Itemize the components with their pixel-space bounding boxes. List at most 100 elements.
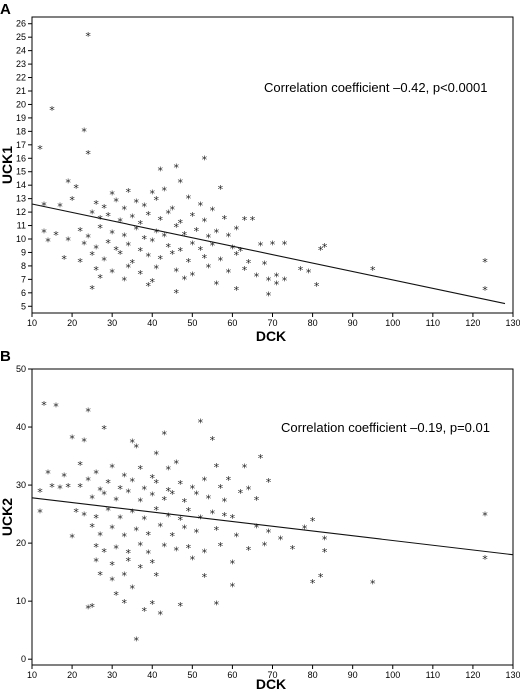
y-tick-label: 10 [16, 234, 26, 244]
data-point: * [210, 205, 216, 218]
data-point: * [370, 578, 376, 591]
x-tick-label: 130 [505, 670, 520, 680]
data-point: * [206, 261, 212, 274]
data-point: * [182, 523, 188, 536]
data-point: * [37, 506, 43, 519]
data-point: * [274, 271, 280, 284]
data-point: * [105, 210, 111, 223]
y-tick-label: 12 [16, 207, 26, 217]
data-point: * [101, 488, 107, 501]
data-point: * [198, 513, 204, 526]
data-point: * [170, 203, 176, 216]
data-point: * [93, 512, 99, 525]
data-point: * [73, 506, 79, 519]
data-point: * [174, 545, 180, 558]
data-point: * [198, 244, 204, 257]
data-point: * [186, 505, 192, 518]
data-point: * [93, 198, 99, 211]
data-point: * [41, 226, 47, 239]
y-tick-label: 13 [16, 194, 26, 204]
y-tick-label: 0 [21, 654, 26, 664]
data-point: * [137, 218, 143, 231]
data-point: * [117, 483, 123, 496]
data-point: * [85, 232, 91, 245]
data-point: * [178, 245, 184, 258]
data-point: * [97, 530, 103, 543]
data-point: * [77, 256, 83, 269]
data-point: * [222, 510, 228, 523]
data-point: * [274, 279, 280, 292]
data-point: * [230, 242, 236, 255]
data-point: * [89, 601, 95, 614]
data-point: * [45, 236, 51, 249]
data-point: * [194, 527, 200, 540]
data-point: * [65, 234, 71, 247]
data-point: * [194, 225, 200, 238]
data-point: * [41, 199, 47, 212]
data-point: * [322, 241, 328, 254]
data-point: * [129, 211, 135, 224]
data-point: * [238, 487, 244, 500]
data-point: * [158, 214, 164, 227]
data-point: * [166, 207, 172, 220]
data-point: * [290, 543, 296, 556]
data-point: * [125, 547, 131, 560]
data-point: * [97, 484, 103, 497]
data-point: * [214, 279, 220, 292]
data-point: * [113, 195, 119, 208]
data-point: * [81, 238, 87, 251]
data-point: * [242, 264, 248, 277]
data-point: * [178, 176, 184, 189]
data-point: * [226, 267, 232, 280]
x-tick-label: 60 [227, 318, 237, 328]
data-point: * [137, 268, 143, 281]
data-point: * [234, 224, 240, 237]
data-point: * [266, 527, 272, 540]
data-point: * [77, 225, 83, 238]
data-point: * [154, 570, 160, 583]
data-point: * [182, 273, 188, 286]
panel-b: B 10 20 30 40 50 60 70 80 90 100 110 120 13001020304… [0, 348, 520, 692]
y-tick-label: 17 [16, 140, 26, 150]
x-tick-label: 50 [187, 670, 197, 680]
x-tick-label: 100 [385, 670, 400, 680]
data-point: * [206, 232, 212, 245]
data-point: * [162, 541, 168, 554]
y-tick-label: 21 [16, 86, 26, 96]
data-point: * [81, 509, 87, 522]
data-point: * [202, 571, 208, 584]
data-point: * [121, 230, 127, 243]
data-point: * [178, 600, 184, 613]
data-point: * [226, 230, 232, 243]
data-point: * [322, 546, 328, 559]
y-tick-label: 22 [16, 73, 26, 83]
x-tick-label: 120 [465, 318, 480, 328]
panel-a-points: **** * ** ** ** * * **** ** * **** ***** ** * * * *** ***… [37, 30, 488, 303]
data-point: * [105, 477, 111, 490]
data-point: * [141, 233, 147, 246]
data-point: * [210, 240, 216, 253]
y-tick-label: 16 [16, 153, 26, 163]
panel-b-label: B [0, 348, 11, 365]
data-point: * [158, 164, 164, 177]
data-point: * [150, 236, 156, 249]
data-point: * [129, 506, 135, 519]
data-point: * [242, 214, 248, 227]
data-point: * [258, 452, 264, 465]
y-tick-label: 14 [16, 180, 26, 190]
x-tick-label: 90 [348, 670, 358, 680]
data-point: * [190, 238, 196, 251]
y-tick-label: 26 [16, 19, 26, 29]
y-tick-label: 7 [21, 274, 26, 284]
data-point: * [125, 186, 131, 199]
data-point: * [222, 495, 228, 508]
x-tick-label: 70 [267, 670, 277, 680]
data-point: * [85, 603, 91, 616]
data-point: * [61, 470, 67, 483]
data-point: * [141, 513, 147, 526]
data-point: * [121, 275, 127, 288]
data-point: * [65, 481, 71, 494]
data-point: * [113, 542, 119, 555]
data-point: * [214, 599, 220, 612]
data-point: * [298, 264, 304, 277]
